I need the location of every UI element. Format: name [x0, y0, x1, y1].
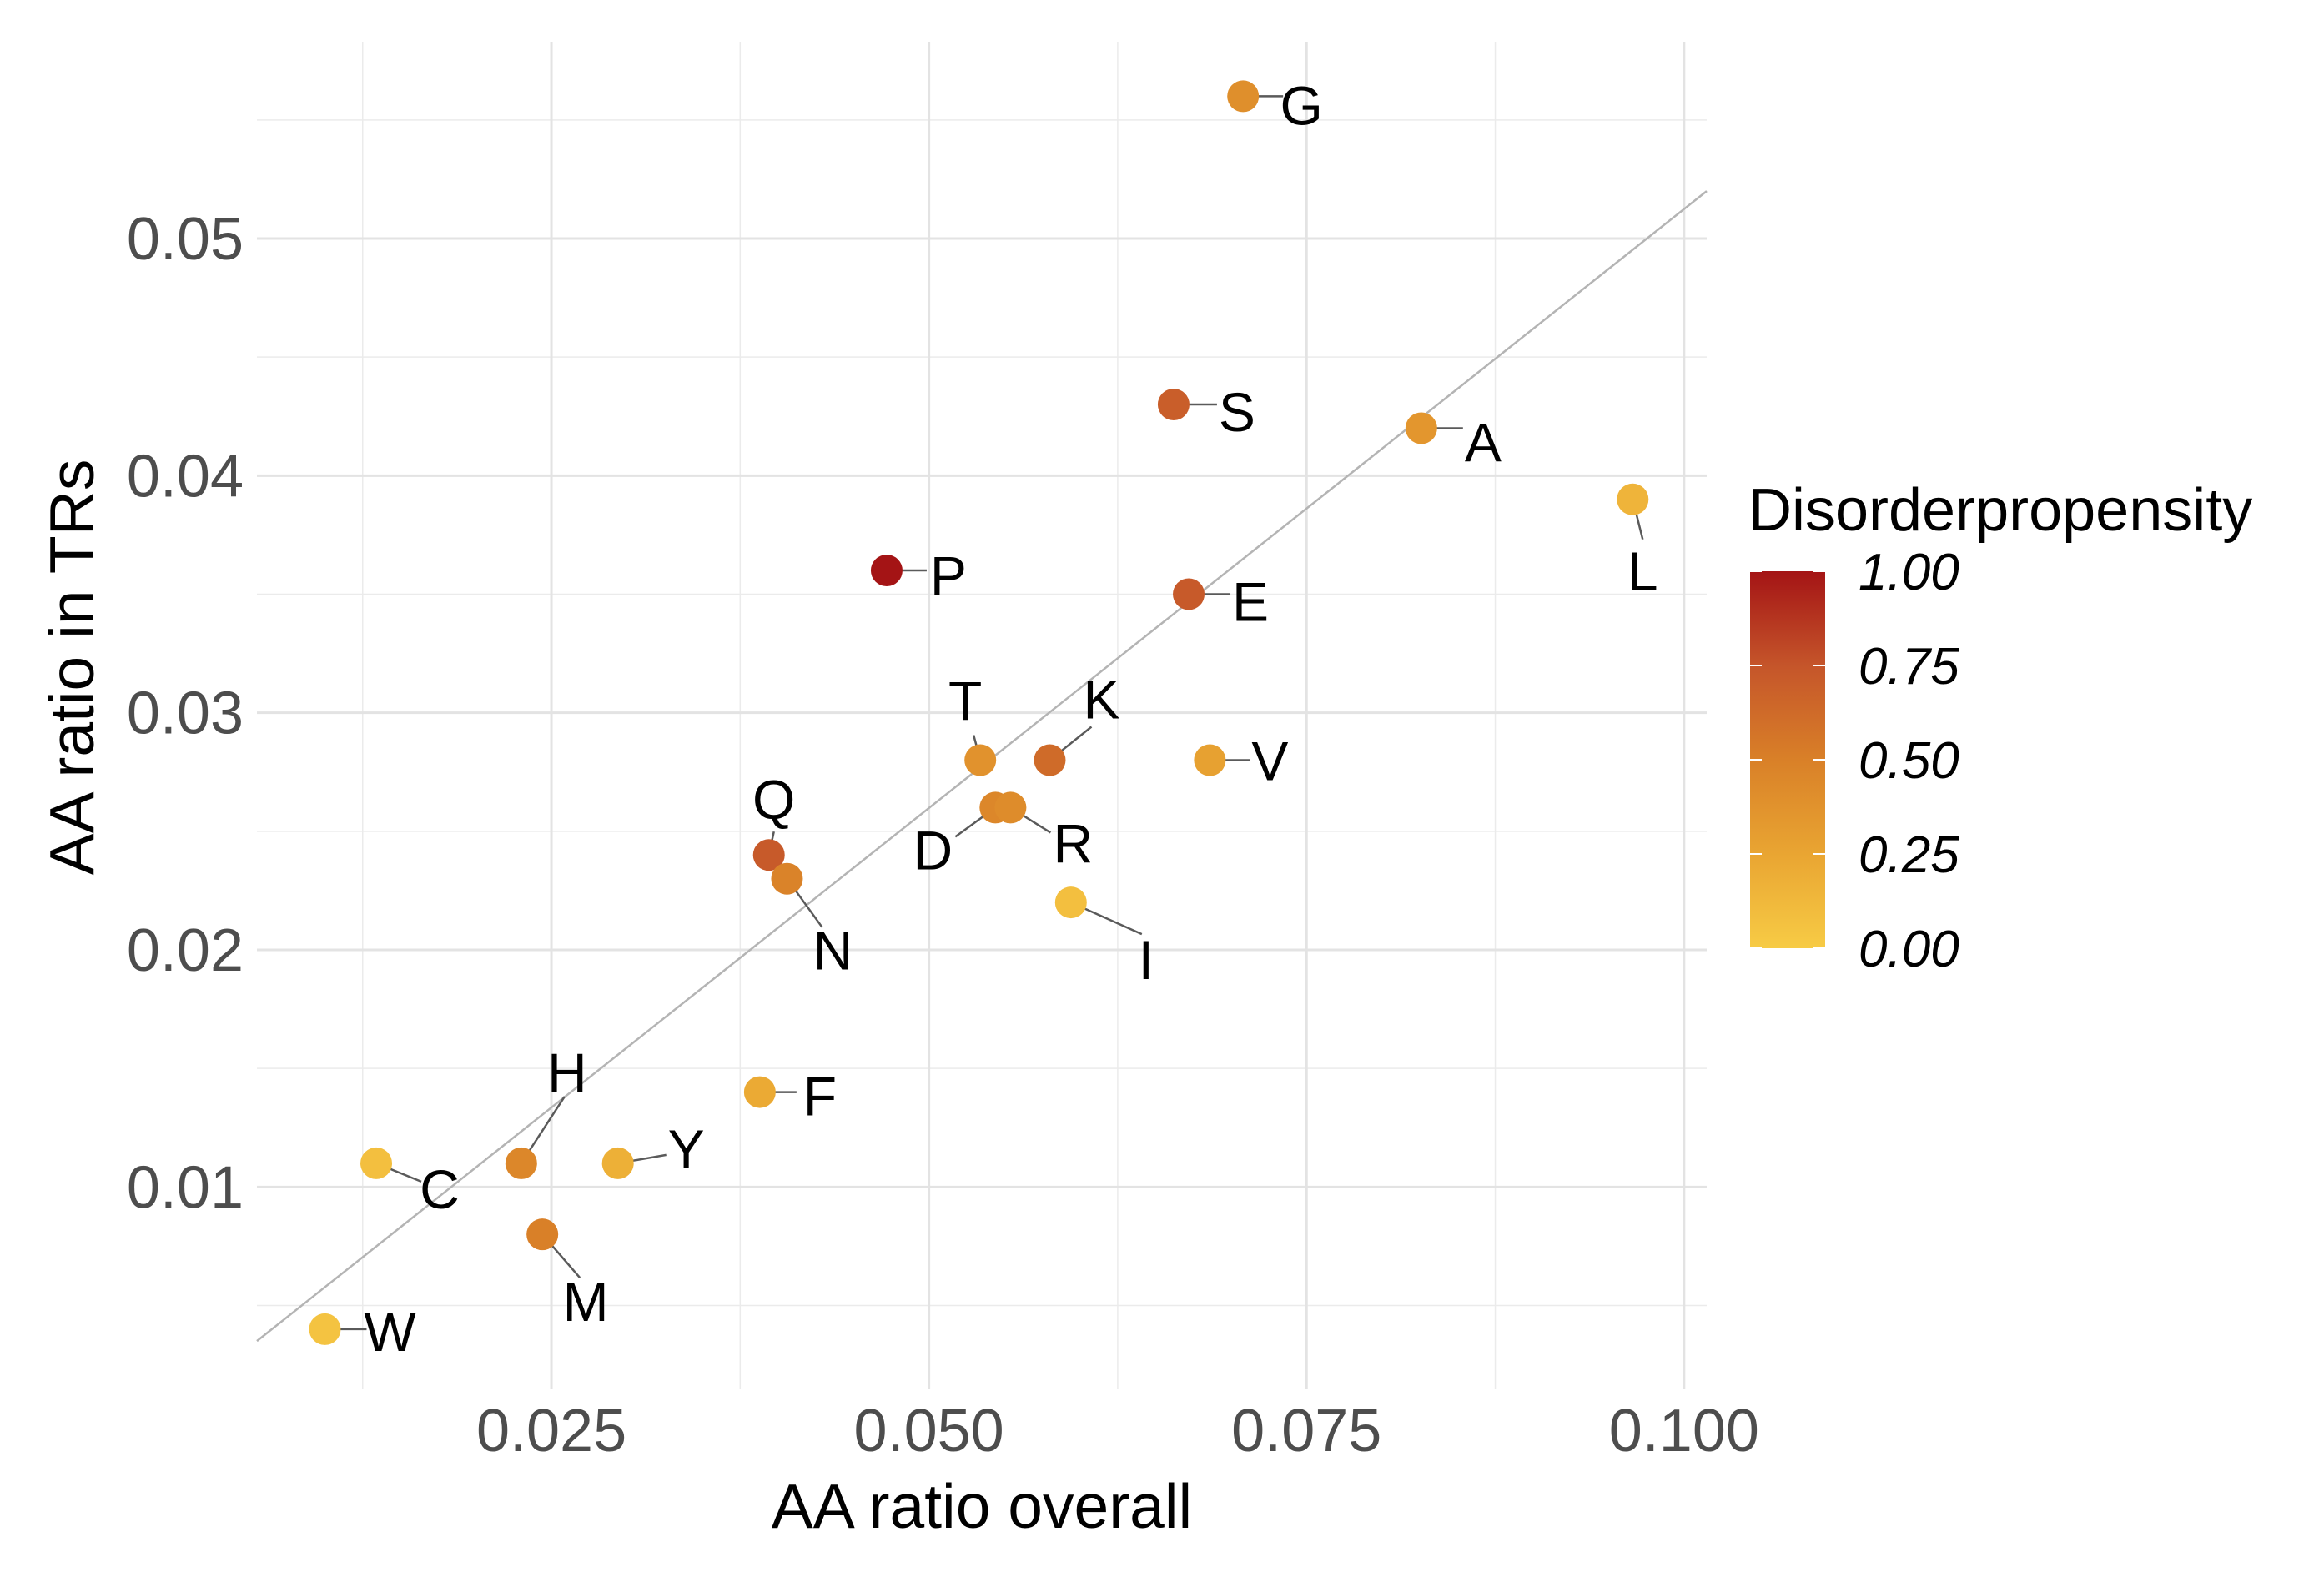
point-label-T: T	[948, 670, 982, 732]
point-label-Q: Q	[752, 768, 795, 830]
legend-title: Disorderpropensity	[1748, 477, 2252, 544]
point-P	[870, 555, 903, 587]
point-H	[505, 1147, 537, 1179]
point-label-G: G	[1280, 74, 1323, 136]
colorbar-tick-label: 0.25	[1859, 826, 1959, 884]
colorbar	[1750, 571, 1825, 948]
point-I	[1054, 886, 1087, 919]
point-E	[1173, 578, 1205, 610]
y-tick-label: 0.03	[127, 681, 244, 747]
y-axis-title: AA ratio in TRs	[37, 460, 107, 876]
x-tick-label: 0.075	[1231, 1398, 1381, 1464]
x-axis-tick-labels: 0.025 0.050 0.075 0.100	[476, 1398, 1759, 1464]
point-label-A: A	[1465, 411, 1502, 473]
point-label-V: V	[1251, 731, 1288, 792]
point-label-E: E	[1232, 570, 1269, 632]
point-C	[360, 1147, 393, 1179]
colorbar-ticks: 1.00 0.75 0.50 0.25 0.00	[1750, 544, 1959, 978]
point-label-W: W	[364, 1301, 416, 1363]
x-tick-label: 0.050	[854, 1398, 1004, 1464]
point-L	[1617, 483, 1649, 515]
point-label-D: D	[913, 819, 953, 881]
point-label-F: F	[803, 1066, 837, 1128]
point-label-P: P	[930, 545, 967, 606]
point-A	[1405, 412, 1437, 444]
point-label-M: M	[563, 1271, 609, 1333]
point-K	[1034, 744, 1066, 776]
major-gridlines	[257, 42, 1707, 1389]
point-W	[309, 1313, 341, 1345]
colorbar-tick-label: 0.50	[1859, 732, 1959, 790]
point-R	[994, 791, 1027, 824]
colorbar-tick-label: 1.00	[1859, 544, 1959, 601]
point-G	[1227, 80, 1260, 113]
point-label-N: N	[813, 920, 853, 982]
minor-gridlines	[257, 42, 1707, 1389]
x-axis-title: AA ratio overall	[772, 1471, 1192, 1541]
colorbar-tick-label: 0.00	[1859, 921, 1959, 978]
point-V	[1194, 744, 1226, 776]
point-T	[964, 744, 997, 776]
point-label-H: H	[547, 1042, 587, 1103]
y-tick-label: 0.02	[127, 917, 244, 984]
point-label-Y: Y	[668, 1118, 705, 1180]
colorbar-tick-label: 0.75	[1859, 638, 1959, 696]
point-label-S: S	[1219, 381, 1255, 443]
y-tick-label: 0.04	[127, 443, 244, 510]
point-labels: G S A L P E T K V D R Q N I F H Y C M W	[364, 74, 1657, 1363]
point-F	[743, 1076, 776, 1108]
y-axis-tick-labels: 0.01 0.02 0.03 0.04 0.05	[127, 206, 244, 1221]
point-label-L: L	[1627, 540, 1658, 602]
y-tick-label: 0.01	[127, 1154, 244, 1221]
data-points	[309, 80, 1649, 1345]
point-N	[771, 862, 803, 895]
point-M	[526, 1218, 559, 1251]
color-legend: Disorderpropensity 1.00 0.75 0.50 0.25 0.00	[1748, 477, 2252, 978]
point-label-I: I	[1139, 929, 1154, 991]
x-tick-label: 0.025	[476, 1398, 626, 1464]
point-Y	[601, 1147, 634, 1179]
point-label-K: K	[1083, 669, 1119, 731]
point-S	[1157, 389, 1190, 421]
x-tick-label: 0.100	[1609, 1398, 1759, 1464]
point-Q	[752, 839, 785, 871]
point-label-R: R	[1054, 812, 1094, 874]
y-tick-label: 0.05	[127, 206, 244, 273]
point-label-C: C	[420, 1158, 460, 1220]
